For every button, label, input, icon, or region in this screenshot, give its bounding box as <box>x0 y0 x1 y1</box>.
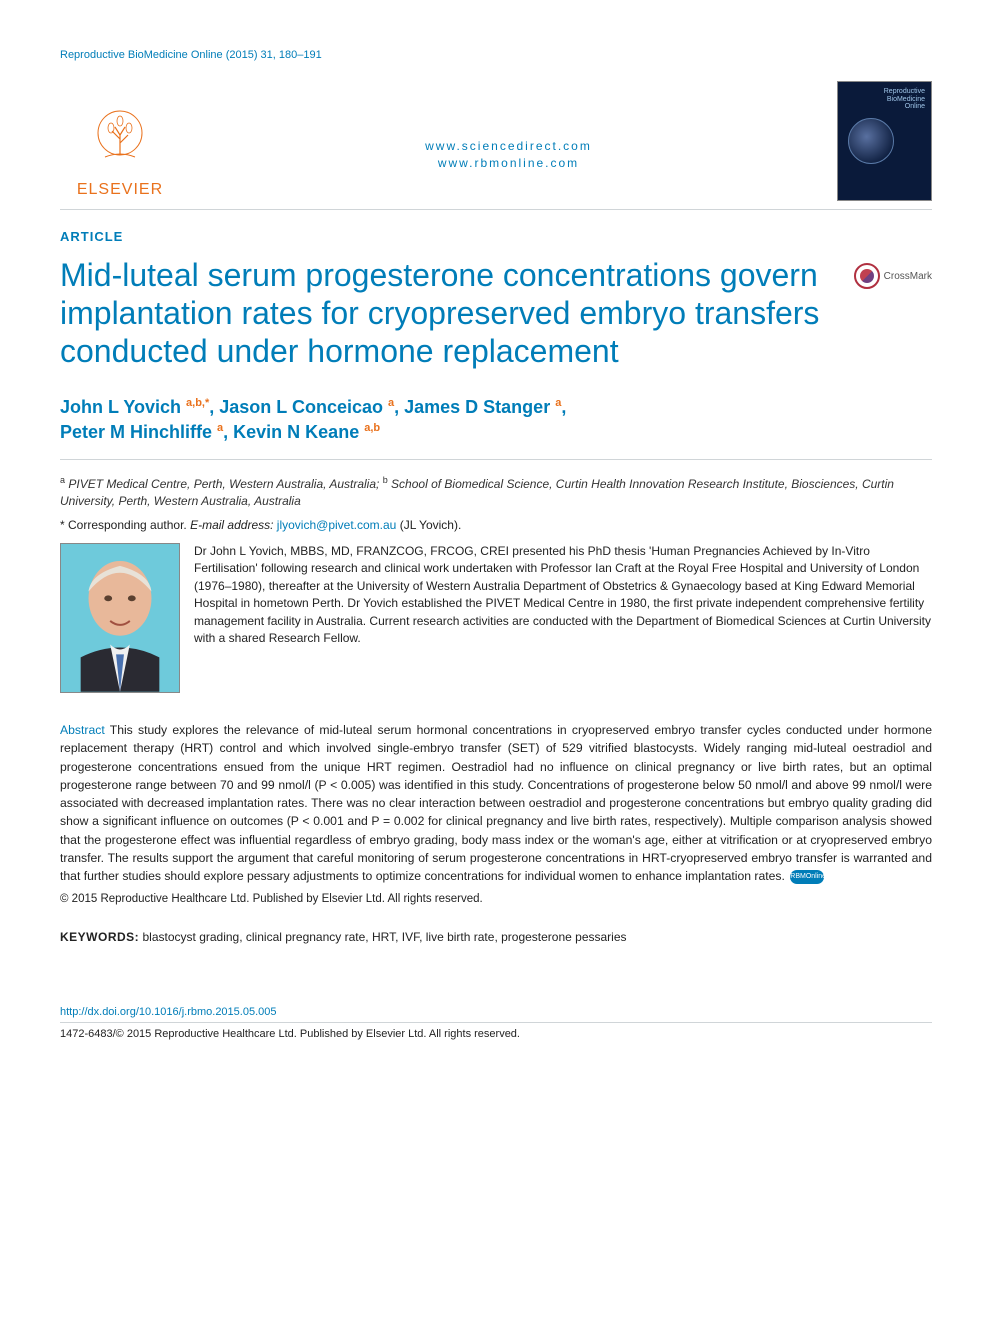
rbm-badge-icon: RBMOnline <box>790 870 824 884</box>
crossmark-icon <box>854 263 880 289</box>
corr-who: (JL Yovich). <box>396 518 461 532</box>
author-5-affil: a,b <box>364 422 380 434</box>
journal-cover-thumb: Reproductive BioMedicine Online <box>837 81 932 201</box>
author-bio-row: Dr John L Yovich, MBBS, MD, FRANZCOG, FR… <box>60 543 932 693</box>
elsevier-wordmark: ELSEVIER <box>77 179 163 201</box>
corr-label: * Corresponding author. <box>60 518 190 532</box>
affil-a: PIVET Medical Centre, Perth, Western Aus… <box>65 477 383 491</box>
link-sciencedirect[interactable]: www.sciencedirect.com <box>180 138 837 154</box>
author-photo <box>60 543 180 693</box>
author-list: John L Yovich a,b,*, Jason L Conceicao a… <box>60 395 932 445</box>
abstract-copyright: © 2015 Reproductive Healthcare Ltd. Publ… <box>60 892 932 908</box>
author-3-affil: a <box>555 397 561 409</box>
journal-links: www.sciencedirect.com www.rbmonline.com <box>180 138 837 200</box>
keywords-label: KEYWORDS: <box>60 930 139 944</box>
author-5: , Kevin N Keane <box>223 422 364 442</box>
abstract-text: This study explores the relevance of mid… <box>60 723 932 883</box>
cover-title-l3: Online <box>905 103 925 110</box>
cover-title-l1: Reproductive <box>884 88 925 95</box>
cover-graphic-icon <box>848 118 894 164</box>
affiliations: a PIVET Medical Centre, Perth, Western A… <box>60 474 932 511</box>
abstract: Abstract This study explores the relevan… <box>60 721 932 886</box>
author-2: , Jason L Conceicao <box>209 397 388 417</box>
keywords-line: KEYWORDS: blastocyst grading, clinical p… <box>60 929 932 945</box>
cover-title-l2: BioMedicine <box>887 96 925 103</box>
author-bio: Dr John L Yovich, MBBS, MD, FRANZCOG, FR… <box>194 543 932 693</box>
header-row: ELSEVIER www.sciencedirect.com www.rbmon… <box>60 81 932 210</box>
abstract-label: Abstract <box>60 723 105 737</box>
elsevier-logo: ELSEVIER <box>60 91 180 201</box>
issn-copyright: 1472-6483/© 2015 Reproductive Healthcare… <box>60 1022 932 1042</box>
author-1: John L Yovich <box>60 397 186 417</box>
author-3: , James D Stanger <box>394 397 555 417</box>
crossmark-badge[interactable]: CrossMark <box>854 263 932 289</box>
link-rbmonline[interactable]: www.rbmonline.com <box>180 155 837 171</box>
section-label: ARTICLE <box>60 228 932 246</box>
author-4: Peter M Hinchliffe <box>60 422 217 442</box>
page-footer: http://dx.doi.org/10.1016/j.rbmo.2015.05… <box>60 1005 932 1042</box>
article-title: Mid-luteal serum progesterone concentrat… <box>60 257 842 370</box>
doi-link[interactable]: http://dx.doi.org/10.1016/j.rbmo.2015.05… <box>60 1005 932 1020</box>
keywords-list: blastocyst grading, clinical pregnancy r… <box>139 930 626 944</box>
crossmark-label: CrossMark <box>884 270 932 284</box>
corr-email-label: E-mail address: <box>190 518 277 532</box>
elsevier-tree-icon <box>85 105 155 175</box>
running-head: Reproductive BioMedicine Online (2015) 3… <box>60 48 932 63</box>
divider <box>60 459 932 460</box>
corr-email[interactable]: jlyovich@pivet.com.au <box>277 518 397 532</box>
corresponding-author: * Corresponding author. E-mail address: … <box>60 517 932 533</box>
author-1-affil: a,b, <box>186 397 205 409</box>
